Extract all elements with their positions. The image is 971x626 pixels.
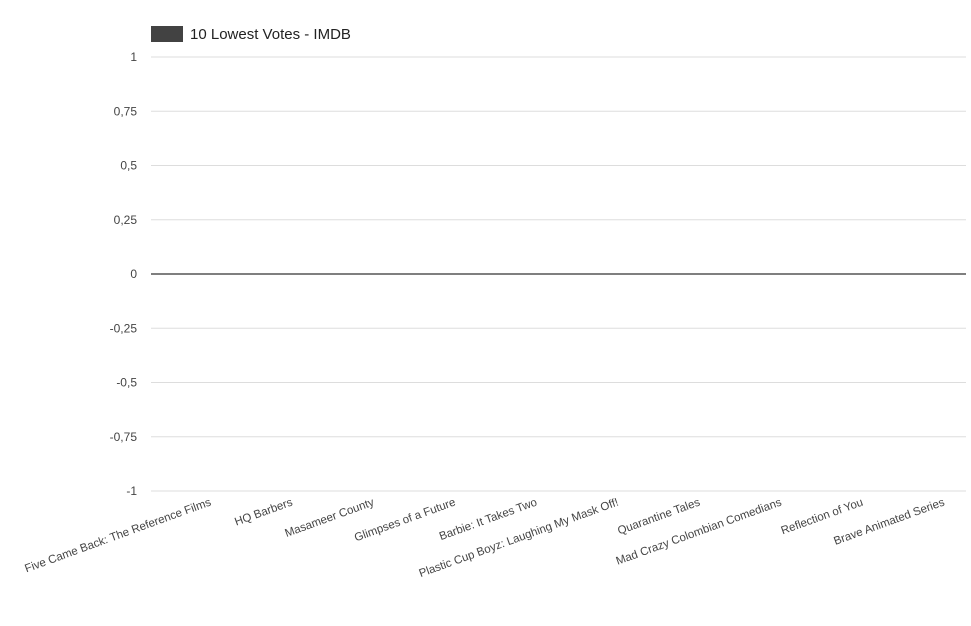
- grid-lines: [151, 56, 966, 492]
- y-tick-label: 0,75: [114, 104, 138, 118]
- y-tick-label: 1: [130, 50, 137, 64]
- y-tick-label: -0,5: [116, 376, 137, 390]
- legend-swatch: [151, 26, 183, 42]
- y-tick-label: -1: [126, 484, 137, 498]
- y-axis: 1 0,75 0,5 0,25 0 -0,25 -0,5 -0,75 -1: [110, 50, 138, 498]
- y-tick-label: 0,25: [114, 213, 138, 227]
- x-tick-label: Five Came Back: The Reference Films: [23, 496, 213, 575]
- legend-label: 10 Lowest Votes - IMDB: [190, 26, 351, 43]
- y-tick-label: 0: [130, 267, 137, 281]
- y-tick-label: -0,25: [110, 321, 138, 335]
- y-tick-label: 0,5: [120, 159, 137, 173]
- x-axis: Five Came Back: The Reference Films HQ Ba…: [23, 496, 946, 580]
- legend: 10 Lowest Votes - IMDB: [151, 26, 351, 43]
- x-tick-label: HQ Barbers: [233, 496, 294, 528]
- y-tick-label: -0,75: [110, 430, 138, 444]
